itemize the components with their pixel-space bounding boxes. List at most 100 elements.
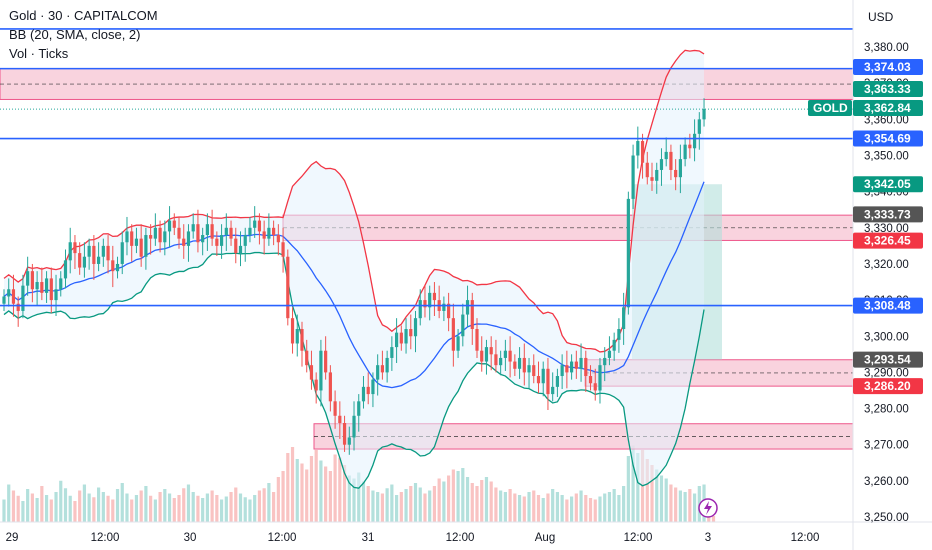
volume-bar	[347, 475, 351, 522]
candle	[21, 274, 25, 319]
candle	[172, 213, 176, 236]
candle	[309, 350, 314, 390]
volume-bar	[219, 499, 224, 522]
time-tick-label: 29	[6, 532, 19, 544]
candle	[447, 292, 451, 332]
candle	[357, 394, 361, 432]
volume-bar	[357, 472, 361, 522]
candle-body	[371, 379, 375, 395]
volume-bar	[659, 475, 664, 522]
candle	[130, 224, 134, 262]
candle-body	[347, 437, 351, 445]
volume-bar	[409, 486, 413, 522]
candle-body	[475, 329, 479, 351]
volume-bar	[655, 469, 659, 522]
candle	[603, 347, 607, 382]
candle	[494, 339, 498, 373]
candle-body	[262, 231, 266, 239]
candle	[35, 271, 39, 306]
candle	[432, 282, 437, 317]
candle	[238, 231, 243, 267]
candle	[574, 350, 578, 379]
candle-body	[328, 372, 332, 402]
candle	[541, 361, 545, 397]
candle-body	[536, 376, 541, 384]
candle-body	[484, 347, 489, 362]
volume-bar	[101, 492, 105, 522]
candle-body	[579, 357, 583, 369]
price-badge-bg	[853, 378, 923, 395]
time-tick-label: 30	[184, 532, 197, 544]
candle	[380, 350, 384, 380]
price-badge-bg	[853, 176, 923, 193]
candle	[167, 206, 172, 248]
volume-bar	[243, 497, 247, 522]
candle-body	[456, 336, 460, 351]
candle-body	[290, 318, 295, 344]
candle-body	[603, 357, 607, 366]
candle	[106, 235, 110, 274]
volume-bar	[87, 493, 91, 522]
candle	[560, 354, 564, 390]
volume-bar	[465, 477, 470, 522]
candle-body	[588, 376, 593, 384]
candle	[210, 209, 214, 246]
candle	[234, 227, 238, 264]
volume-bar	[432, 486, 437, 522]
candle	[125, 216, 129, 256]
volume-bar	[551, 489, 555, 522]
candle-body	[11, 289, 16, 304]
candle	[451, 303, 455, 367]
candle	[517, 347, 522, 379]
price-tick-label: 3,270.00	[864, 440, 909, 452]
candle	[508, 336, 512, 378]
volume-bar	[319, 460, 323, 522]
candle	[645, 151, 649, 185]
candle	[503, 339, 507, 371]
event-bolt-icon	[698, 498, 718, 518]
volume-bar	[555, 492, 560, 522]
volume-bar	[16, 495, 20, 522]
candle	[366, 372, 370, 405]
candle	[347, 426, 351, 455]
candle-body	[153, 227, 157, 239]
volume-bar	[172, 498, 176, 522]
price-badge-label: 3,333.73	[864, 207, 911, 221]
volume-bar	[674, 487, 678, 522]
candle-body	[115, 263, 120, 272]
volume-bar	[711, 516, 716, 522]
candle	[683, 137, 687, 167]
volume-bar	[115, 489, 120, 522]
volume-bar	[522, 496, 526, 522]
volume-bar	[11, 490, 16, 522]
candle-body	[305, 350, 309, 366]
price-tick-label: 3,300.00	[864, 331, 909, 343]
volume-bar	[338, 457, 342, 522]
volume-bar	[437, 478, 441, 522]
price-badge-bg	[853, 100, 923, 116]
candle	[253, 206, 257, 238]
candle-body	[238, 245, 243, 254]
candle	[196, 209, 200, 253]
price-badge-label: 3,293.54	[864, 353, 911, 367]
candle-body	[101, 245, 105, 257]
volume-bar	[423, 493, 427, 522]
candle-body	[40, 282, 44, 293]
candle-body	[201, 235, 205, 243]
candle-body	[21, 285, 25, 311]
candle	[607, 336, 612, 366]
candle-body	[186, 231, 191, 246]
candle	[631, 144, 635, 210]
candle	[267, 213, 271, 246]
volume-bar	[470, 483, 474, 522]
volume-bar	[314, 450, 318, 522]
volume-bar	[399, 492, 403, 522]
candle-body	[465, 300, 470, 315]
volume-bar	[607, 492, 612, 522]
volume-bar	[574, 493, 578, 522]
candle-body	[418, 300, 422, 319]
candle-body	[394, 332, 399, 348]
candle-body	[191, 224, 195, 232]
candle-body	[366, 386, 370, 395]
